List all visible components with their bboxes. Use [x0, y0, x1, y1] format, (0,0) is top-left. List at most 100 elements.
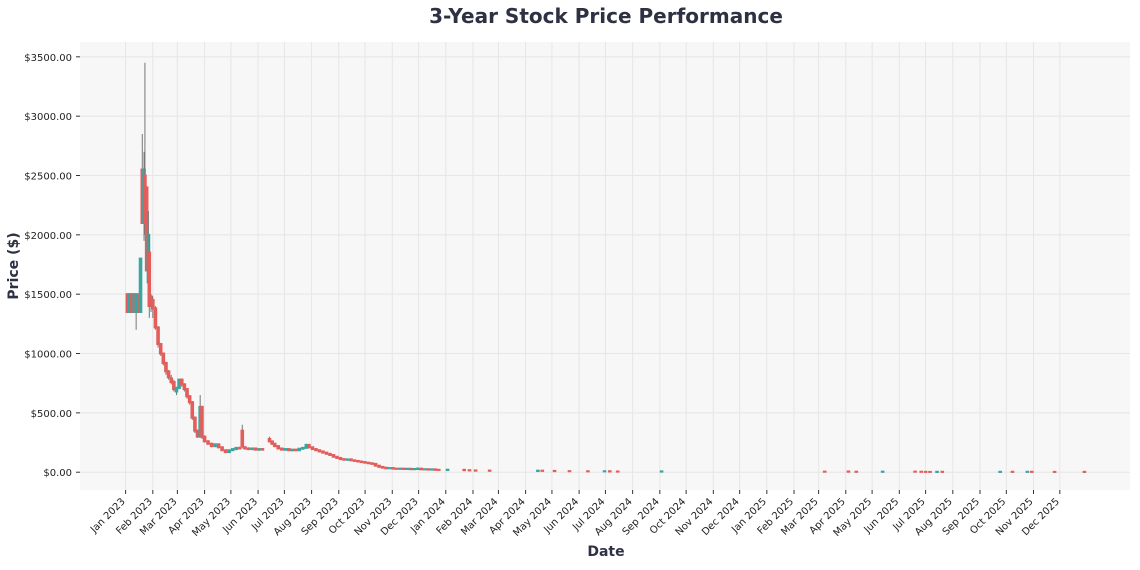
candle-body-down: [331, 453, 336, 458]
y-tick-label: $3000.00: [24, 112, 72, 123]
grid-lines: [80, 42, 1130, 490]
candle-body-down: [317, 449, 322, 453]
candle-body-down: [187, 395, 192, 404]
candle-body-down: [260, 448, 265, 451]
candle-body-up: [138, 257, 143, 313]
candle-body-up: [405, 467, 409, 470]
candle-body-down: [552, 469, 557, 473]
y-axis-label: Price ($): [6, 232, 22, 299]
candle-body-down: [359, 460, 364, 464]
candle-body-down: [335, 455, 339, 459]
candle-body-down: [293, 448, 298, 452]
candle-body-up: [304, 443, 309, 449]
candle-body-down: [913, 470, 917, 473]
candle-body-down: [185, 388, 189, 398]
candle-body-down: [426, 468, 431, 471]
candle-body-down: [370, 462, 374, 465]
candle-body-down: [419, 467, 424, 471]
candle-body-up: [345, 458, 350, 461]
x-axis-label: Date: [587, 544, 624, 560]
candle-body-down: [487, 469, 492, 472]
y-tick-label: $1000.00: [24, 350, 72, 361]
candle-body-down: [246, 447, 251, 451]
candle-body-up: [230, 448, 235, 452]
candle-body-down: [310, 446, 315, 451]
candle-body-down: [338, 456, 343, 461]
candle-body-down: [567, 470, 572, 473]
candle-body-down: [822, 470, 827, 473]
candle-body-down: [391, 467, 395, 470]
candle-body-down: [237, 446, 242, 450]
candle-body-down: [919, 470, 924, 473]
y-tick-label: $500.00: [31, 409, 72, 420]
candle-body-down: [147, 251, 152, 308]
candle-body-down: [153, 307, 158, 329]
candle-body-up: [257, 448, 261, 451]
candle-body-down: [144, 186, 149, 272]
candle-body-up: [415, 467, 420, 470]
candle-body-down: [1029, 470, 1034, 473]
candle-body-down: [408, 467, 413, 471]
candle-body-down: [240, 429, 245, 448]
candle-body-down: [846, 470, 851, 473]
candle-body-down: [172, 381, 176, 391]
candle-body-down: [349, 458, 353, 462]
candle-body-down: [253, 447, 258, 451]
candle-body-down: [164, 362, 168, 373]
candle-body-down: [156, 326, 160, 346]
candle-body-up: [174, 386, 179, 393]
y-tick-label: $0.00: [43, 468, 72, 479]
candle-body-down: [182, 383, 187, 391]
candle-body-down: [377, 464, 381, 468]
candle-body-down: [161, 352, 166, 365]
candle-body-down: [363, 461, 367, 464]
y-axis: $0.00 $500.00 $1000.00 $1500.00 $2000.00 $250…: [24, 53, 80, 479]
candle-body-down: [151, 299, 155, 310]
candle-body-down: [384, 466, 388, 470]
candle-body-up: [290, 448, 295, 452]
candle-body-down: [586, 470, 590, 473]
candle-body-down: [540, 469, 545, 472]
candle-body-down: [272, 442, 277, 448]
candle-body-down: [193, 416, 197, 432]
candle-body-down: [373, 462, 378, 467]
candle-body-down: [206, 440, 210, 445]
candle-body-up: [998, 470, 1002, 473]
candle-body-down: [179, 378, 184, 386]
candle-body-up: [1025, 470, 1030, 473]
y-tick-label: $1500.00: [24, 290, 72, 301]
candle-body-down: [352, 459, 357, 462]
y-tick-label: $2000.00: [24, 231, 72, 242]
candle-body-down: [276, 445, 281, 450]
candle-body-down: [462, 468, 467, 472]
candle-body-up: [445, 468, 450, 472]
candle-body-up: [536, 469, 540, 473]
y-tick-label: $3500.00: [24, 53, 72, 64]
candle-body-down: [328, 452, 332, 456]
y-tick-label: $2500.00: [24, 172, 72, 183]
candle-body-down: [169, 377, 174, 384]
candle-body-up: [935, 470, 939, 473]
candle-body-down: [279, 447, 284, 451]
candle-body-down: [1010, 470, 1015, 473]
candle-body-down: [321, 450, 325, 454]
candle-body-up: [134, 293, 138, 313]
candle-body-down: [220, 446, 224, 452]
candle-body-up: [234, 446, 238, 451]
candle-body-down: [223, 449, 228, 454]
candle-body-up: [659, 470, 664, 473]
candle-body-down: [324, 451, 329, 455]
candle-body-down: [307, 443, 311, 449]
candle-body-down: [401, 467, 406, 470]
candle-body-down: [380, 465, 385, 469]
candle-body-down: [394, 467, 399, 470]
candle-body-up: [213, 443, 217, 448]
candle-body-down: [473, 469, 478, 472]
candle-body-down: [928, 470, 932, 473]
candle-body-down: [433, 468, 438, 471]
candle-body-up: [880, 470, 885, 473]
candle-body-down: [202, 435, 207, 443]
candle-body-up: [412, 467, 417, 471]
candle-body-down: [190, 401, 195, 419]
